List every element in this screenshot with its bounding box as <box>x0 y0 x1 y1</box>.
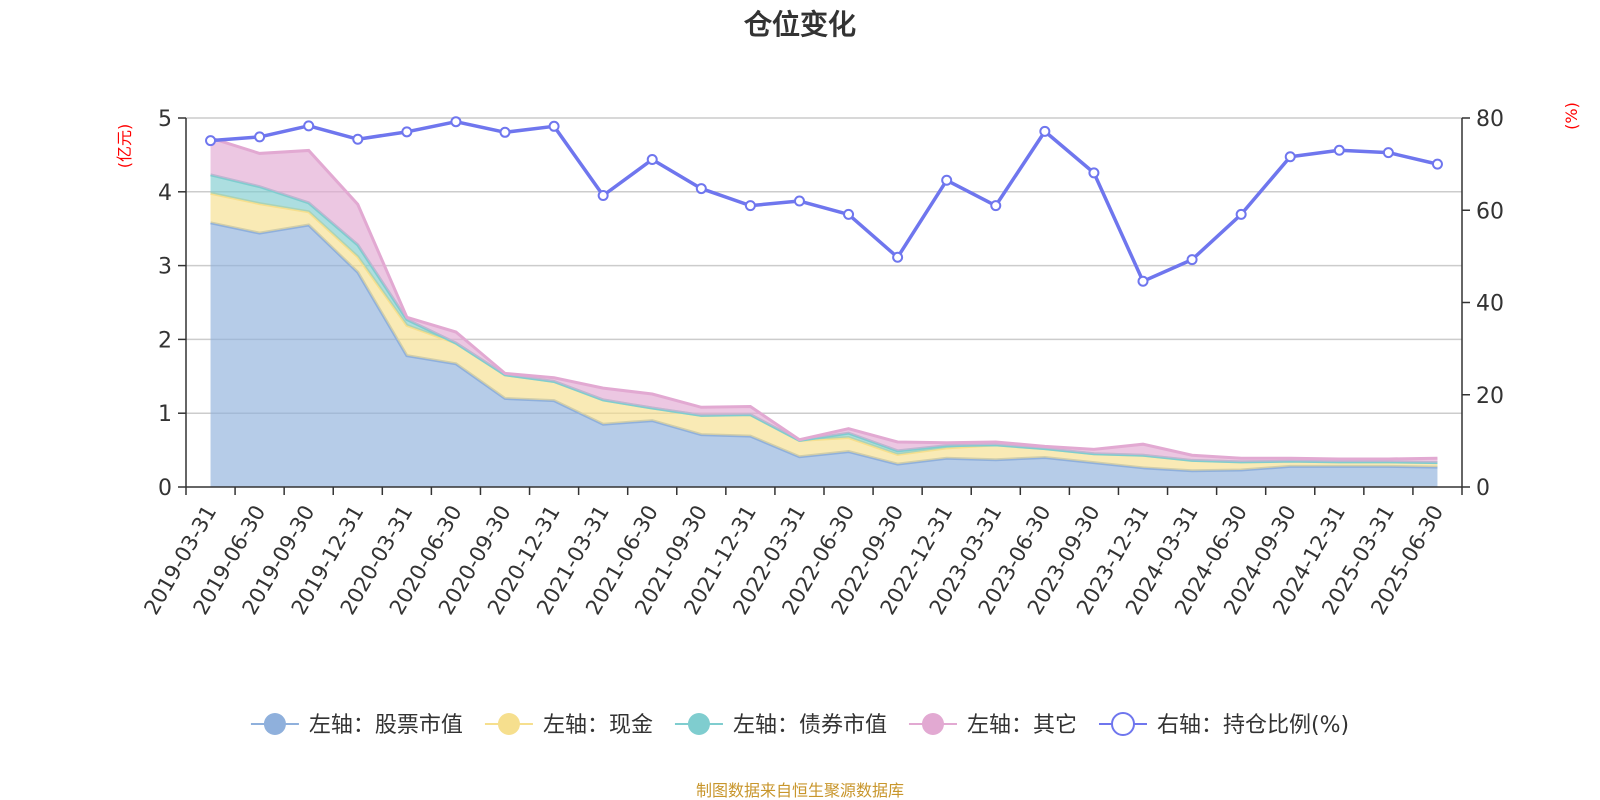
y-left-tick-label: 3 <box>158 255 172 280</box>
legend-marker-dot <box>263 713 286 735</box>
position-ratio-line <box>205 116 1443 287</box>
legend-label: 左轴：其它 <box>967 713 1077 738</box>
legend-marker-dot <box>921 713 944 735</box>
source-note: 制图数据来自恒生聚源数据库 <box>696 781 904 800</box>
line-point <box>646 154 658 166</box>
stacked-areas <box>210 136 1438 487</box>
line-point <box>744 200 756 212</box>
legend-label: 左轴：股票市值 <box>309 713 463 738</box>
legend-label: 左轴：现金 <box>543 713 653 738</box>
y-left-tick-label: 4 <box>158 181 172 206</box>
y-right-tick-label: 40 <box>1476 292 1504 317</box>
y-right-tick-label: 0 <box>1476 476 1490 501</box>
y-left-tick-label: 1 <box>158 402 172 427</box>
y-left-tick-label: 0 <box>158 476 172 501</box>
line-point <box>1333 144 1345 156</box>
line-point <box>1039 125 1051 137</box>
line-point <box>499 126 511 138</box>
legend-label: 左轴：债券市值 <box>733 713 887 738</box>
legend-marker-dot <box>497 713 520 735</box>
line-point <box>1137 275 1149 287</box>
line-point <box>1186 254 1198 266</box>
line-point <box>352 133 364 145</box>
legend-marker-dot <box>687 713 710 735</box>
line-point <box>548 120 560 132</box>
line-point <box>990 200 1002 212</box>
line-point <box>1382 147 1394 159</box>
chart-title: 仓位变化 <box>744 8 856 41</box>
area-series <box>210 222 1438 487</box>
y-right-tick-label: 60 <box>1476 199 1504 224</box>
line-point <box>1235 208 1247 220</box>
line-point <box>1284 151 1296 163</box>
line-point <box>843 208 855 220</box>
legend-marker-dot <box>1110 712 1135 736</box>
line-point <box>695 183 707 195</box>
line-point <box>597 189 609 201</box>
y-right-tick-label: 20 <box>1476 384 1504 409</box>
legend: 左轴：股票市值 左轴：现金 左轴：债券市值 左轴：其它 右轴：持仓比例(%) <box>250 712 1349 738</box>
y-right-tick-label: 80 <box>1476 107 1504 132</box>
line-point <box>1088 167 1100 179</box>
line-point <box>892 251 904 263</box>
line-point <box>303 120 315 132</box>
line-point <box>941 174 953 186</box>
line-point <box>254 131 266 143</box>
y-left-tick-label: 2 <box>158 328 172 353</box>
legend-label: 右轴：持仓比例(%) <box>1157 713 1349 738</box>
line-point <box>205 135 217 147</box>
line-series <box>210 119 1438 284</box>
left-axis-unit: (亿元) <box>115 124 134 169</box>
line-point <box>450 116 462 128</box>
area-series-edge <box>210 136 1438 461</box>
line-point <box>793 195 805 207</box>
line-point <box>1431 158 1443 170</box>
line-point <box>401 126 413 138</box>
y-left-tick-label: 5 <box>158 107 172 132</box>
right-axis-unit: (%) <box>1562 102 1581 130</box>
